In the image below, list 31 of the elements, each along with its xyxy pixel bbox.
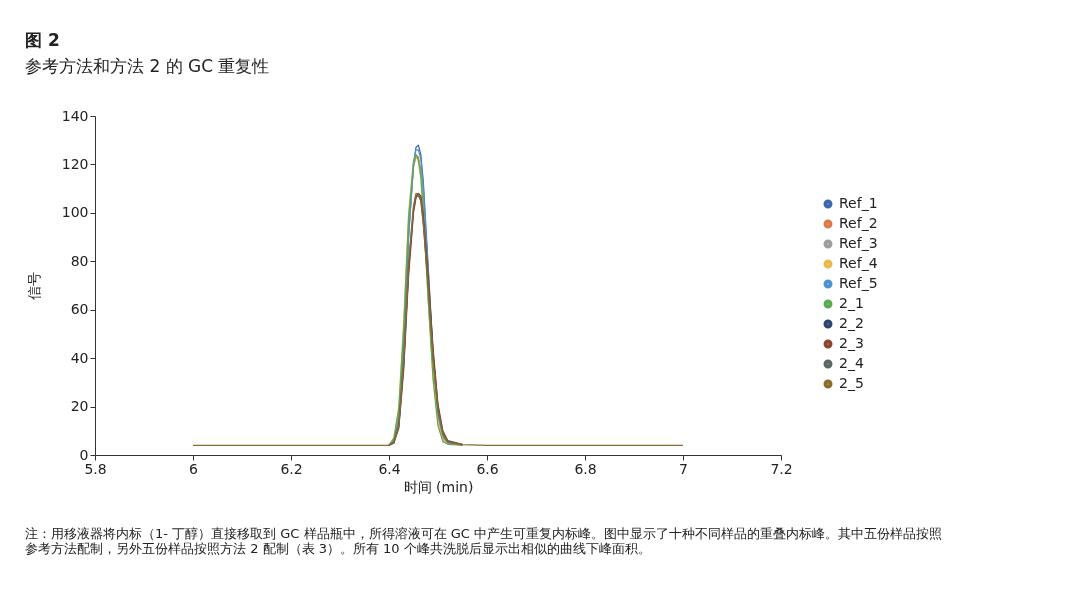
y-axis-title: 信号 (25, 272, 42, 300)
legend-label: Ref_3 (839, 235, 878, 251)
y-tick-label: 80 (70, 252, 89, 269)
chart-subtitle: 参考方法和方法 2 的 GC 重复性 (25, 56, 270, 76)
legend-label: Ref_4 (839, 255, 878, 271)
x-axis-title: 时间 (min) (403, 478, 474, 495)
legend-label: 2_3 (839, 335, 864, 351)
y-tick-label: 120 (61, 155, 89, 172)
x-tick-label: 6.2 (280, 460, 303, 477)
y-tick-label: 40 (70, 349, 89, 366)
legend-label: Ref_2 (839, 215, 878, 231)
legend-label: 2_2 (839, 315, 864, 331)
x-tick-label: 6 (189, 460, 199, 477)
legend-label: 2_1 (839, 295, 864, 311)
text: 注：用移液器将内标（1- 丁醇）直接移取到 GC 样品瓶中，所得溶液可在 GC 中产生可重复内标峰。图中显示了十种不同样品的重叠内标峰。其中五份样品按照参考方法配制，另外五份样品按照方法 2 配制（表 3）。所有 10 个峰共洗脱后显示出相似的曲线下峰面积。 (25, 526, 942, 556)
y-tick-label: 20 (70, 398, 89, 415)
y-tick-label: 140 (61, 107, 89, 124)
y-tick-label: 60 (70, 301, 89, 318)
x-tick-label: 5.8 (84, 460, 107, 477)
y-tick-label: 0 (79, 446, 89, 463)
x-tick-label: 6.8 (574, 460, 597, 477)
legend-label: Ref_1 (839, 195, 878, 211)
chart-title: 图 2 (25, 30, 60, 50)
x-tick-label: 7.2 (770, 460, 793, 477)
legend-label: 2_4 (839, 355, 864, 371)
x-tick-label: 6.6 (476, 460, 499, 477)
legend-label: 2_5 (839, 375, 864, 391)
y-tick-label: 100 (61, 204, 89, 221)
x-tick-label: 6.4 (378, 460, 401, 477)
legend-label: Ref_5 (839, 275, 878, 291)
x-tick-label: 7 (679, 460, 688, 477)
